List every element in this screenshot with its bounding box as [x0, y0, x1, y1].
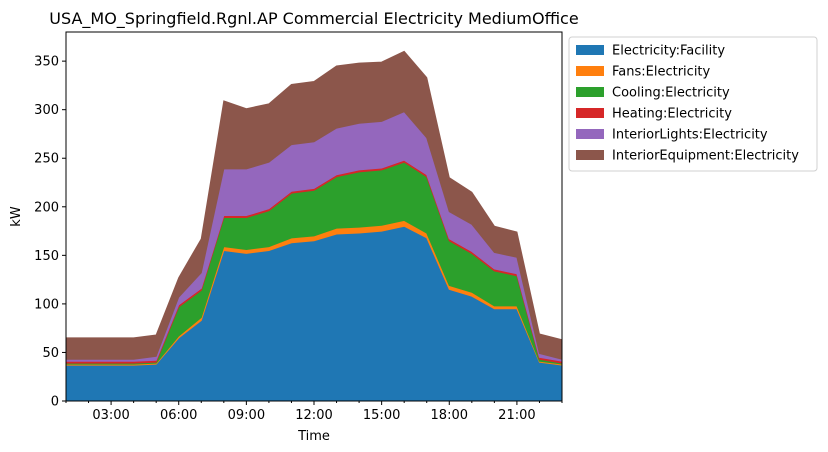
x-tick-label: 21:00: [498, 408, 535, 423]
legend-swatch-cooling-electricity: [576, 87, 604, 97]
y-tick-label: 50: [42, 346, 59, 361]
legend-box: [568, 36, 818, 172]
legend-label-electricity-facility: Electricity:Facility: [612, 44, 725, 59]
y-tick-label: 0: [51, 395, 59, 410]
legend: Electricity:Facility Fans:Electricity Cool…: [568, 36, 818, 172]
x-tick-label: 15:00: [363, 408, 400, 423]
legend-swatch-heating-electricity: [576, 108, 604, 118]
x-tick-label: 09:00: [228, 408, 265, 423]
y-tick-label: 150: [34, 249, 59, 264]
legend-swatch-electricity-facility: [576, 45, 604, 55]
x-axis-label: Time: [297, 429, 330, 444]
stacked-areas: [65, 50, 563, 402]
legend-label-fans-electricity: Fans:Electricity: [612, 65, 711, 80]
y-tick-label: 100: [34, 297, 59, 312]
x-axis: 03:00 06:00 09:00 12:00 15:00 18:00 21:00: [65, 401, 563, 423]
legend-label-heating-electricity: Heating:Electricity: [612, 107, 732, 122]
legend-swatch-interiorequipment-electricity: [576, 150, 604, 160]
x-tick-label: 06:00: [160, 408, 197, 423]
x-tick-label: 12:00: [295, 408, 332, 423]
y-tick-label: 200: [34, 200, 59, 215]
y-tick-label: 250: [34, 152, 59, 167]
legend-label-cooling-electricity: Cooling:Electricity: [612, 86, 730, 101]
y-tick-label: 300: [34, 103, 59, 118]
y-axis: 0 50 100 150 200 250 300 350: [34, 55, 66, 410]
legend-label-interiorlights-electricity: InteriorLights:Electricity: [612, 128, 768, 143]
y-axis-label: kW: [9, 206, 24, 227]
legend-swatch-fans-electricity: [576, 66, 604, 76]
x-tick-label: 18:00: [431, 408, 468, 423]
x-tick-label: 03:00: [92, 408, 129, 423]
chart-title: USA_MO_Springfield.Rgnl.AP Commercial El…: [49, 9, 578, 29]
legend-label-interiorequipment-electricity: InteriorEquipment:Electricity: [612, 149, 799, 164]
legend-swatch-interiorlights-electricity: [576, 129, 604, 139]
y-tick-label: 350: [34, 55, 59, 70]
